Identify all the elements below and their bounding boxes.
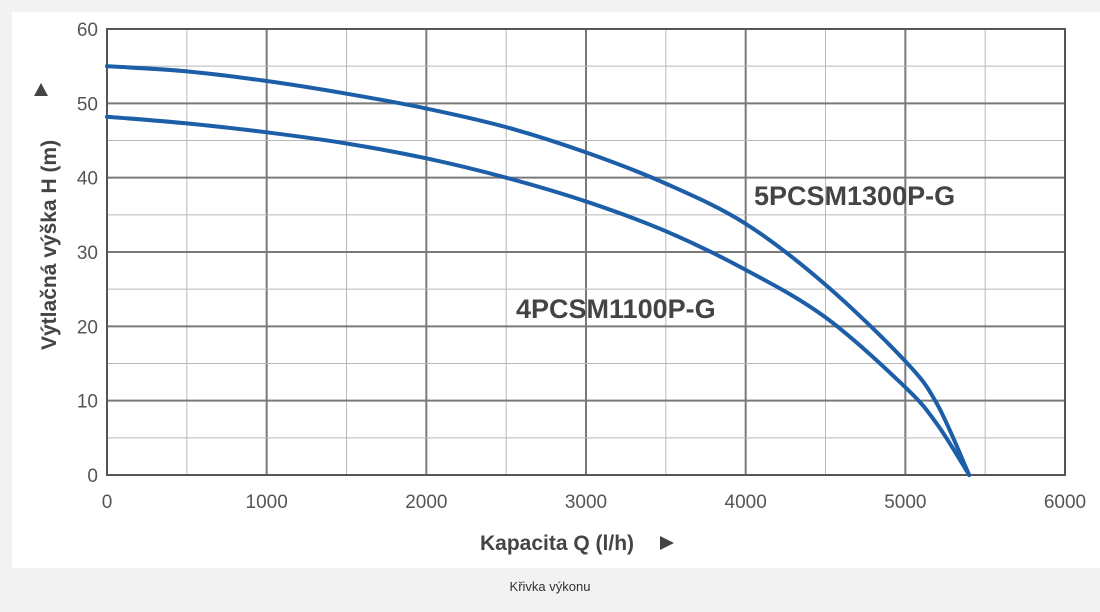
tick-labels: 0 1000 2000 3000 4000 5000 6000 0 10 20 30 40 50 60 (77, 20, 1086, 513)
plot-frame (106, 28, 1066, 476)
chart-figure: 0 1000 2000 3000 4000 5000 6000 0 10 20 30 40 50 60 5… (12, 12, 1100, 568)
x-tick-label: 4000 (725, 492, 767, 513)
series-line-0 (105, 64, 972, 477)
series-label-4pcsm1100p-g: 4PCSM1100P-G (516, 294, 716, 324)
x-tick-label: 3000 (565, 492, 607, 513)
y-tick-label: 30 (77, 243, 98, 264)
y-tick-label: 0 (87, 466, 98, 487)
y-tick-label: 50 (77, 94, 98, 115)
series-label-5pcsm1300p-g: 5PCSM1300P-G (754, 181, 955, 211)
y-tick-label: 60 (77, 20, 98, 41)
y-tick-label: 10 (77, 392, 98, 413)
x-tick-label: 1000 (246, 492, 288, 513)
series-line-1 (105, 114, 972, 477)
y-tick-label: 20 (77, 317, 98, 338)
x-axis-title: Kapacita Q (l/h) (480, 532, 634, 555)
x-tick-label: 2000 (405, 492, 447, 513)
y-axis-title: Výtlačná výška H (m) (38, 140, 61, 350)
x-tick-label: 0 (102, 492, 113, 513)
y-tick-label: 40 (77, 169, 98, 190)
chart-grid (107, 29, 1065, 475)
figure-caption: Křivka výkonu (509, 579, 591, 594)
series-lines (105, 64, 972, 477)
x-tick-label: 5000 (884, 492, 926, 513)
y-axis-arrow-icon (34, 83, 48, 96)
x-axis-arrow-icon (660, 536, 674, 550)
performance-chart: 0 1000 2000 3000 4000 5000 6000 0 10 20 30 40 50 60 5… (34, 20, 1086, 555)
x-tick-label: 6000 (1044, 492, 1086, 513)
